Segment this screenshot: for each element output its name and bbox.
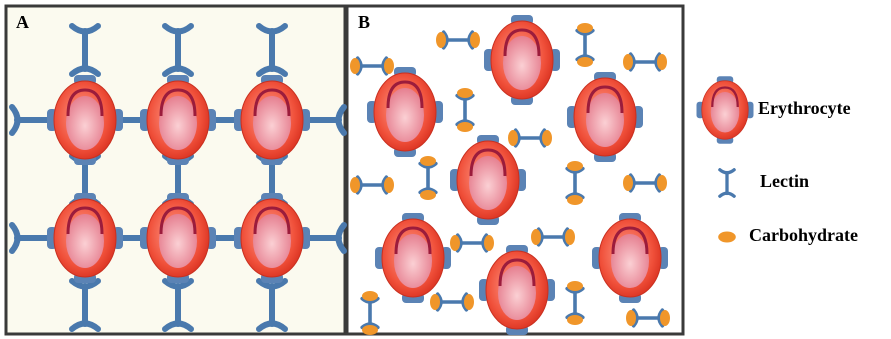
legend-erythrocyte-icon [697, 76, 754, 144]
legend-carbohydrate-icon [718, 232, 736, 243]
legend-label: Carbohydrate [749, 225, 858, 245]
legend-lectin-icon [720, 170, 734, 196]
figure: A B Erythrocyte Lectin Carbohydrate [0, 0, 891, 339]
legend-label: Erythrocyte [758, 98, 851, 118]
panel-label: B [358, 12, 370, 32]
legend-label: Lectin [760, 171, 809, 191]
panel-label: A [16, 12, 29, 32]
